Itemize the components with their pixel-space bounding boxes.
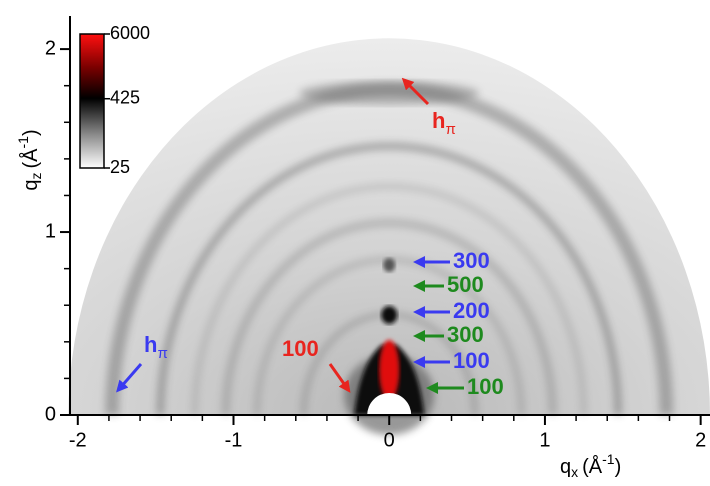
x-tick-label: -2: [69, 429, 87, 451]
annotation-arrow: [401, 77, 430, 106]
annotation: hπ: [116, 332, 168, 393]
ring: [221, 219, 557, 416]
annotation: 100: [426, 374, 504, 399]
annotation-text: h: [144, 332, 157, 357]
upper-spot: [381, 306, 398, 324]
annotation-arrow: [328, 363, 351, 393]
axis-label-part: q: [560, 456, 571, 478]
annotation-text: 300: [453, 248, 490, 273]
axis-label-part: z: [28, 173, 44, 180]
axis-label-part: ): [615, 456, 622, 478]
annotation-label: 100: [467, 374, 504, 399]
annotation-text: 100: [467, 374, 504, 399]
annotation-text: 500: [447, 272, 484, 297]
annotation: 300: [413, 322, 484, 347]
axis-label-part: x: [571, 464, 578, 480]
annotation-text: 300: [447, 322, 484, 347]
annotation: 500: [413, 272, 484, 297]
annotation-label: 100: [282, 336, 319, 361]
center-peak: [379, 340, 400, 400]
annotation-arrow: [116, 363, 143, 393]
annotation-label: 200: [453, 298, 490, 323]
annotation-label: 100: [453, 348, 490, 373]
ring: [156, 142, 622, 416]
arc-band: [299, 81, 480, 106]
beamstop: [367, 393, 412, 415]
annotation-label: hπ: [432, 108, 456, 138]
x-tick-label: 1: [539, 429, 550, 451]
ring: [191, 183, 587, 416]
x-axis-label: qx (Å-1): [560, 451, 621, 480]
diffraction-pattern: [68, 38, 710, 435]
annotation: 100: [413, 348, 490, 373]
annotation-subscript: π: [445, 121, 455, 138]
annotation-label: hπ: [144, 332, 168, 362]
annotation: hπ: [401, 77, 456, 138]
annotation-text: 100: [282, 336, 319, 361]
colorbar: [79, 33, 105, 169]
annotation-text: h: [432, 108, 445, 133]
axis-label-part: -1: [15, 136, 31, 149]
colorbar-tick-label: 25: [110, 157, 130, 177]
axis-label-part: (Å: [582, 455, 603, 478]
annotation: 100: [282, 336, 351, 393]
x-tick-label: 2: [695, 429, 706, 451]
axis-label-part: ): [20, 129, 42, 136]
annotation-text: 200: [453, 298, 490, 323]
colorbar-tick-label: 6000: [110, 23, 150, 43]
y-tick-label: 0: [45, 403, 56, 425]
annotation-label: 500: [447, 272, 484, 297]
axis-label-part: (Å: [19, 148, 42, 169]
y-tick-label: 1: [45, 220, 56, 242]
annotation-subscript: π: [157, 345, 167, 362]
annotation-label: 300: [447, 322, 484, 347]
axis-label-part: -1: [602, 451, 615, 467]
annotation-label: 300: [453, 248, 490, 273]
y-axis-label: qz (Å-1): [15, 129, 44, 190]
annotation-text: 100: [453, 348, 490, 373]
x-tick-label: -1: [225, 429, 243, 451]
axis-label-part: q: [20, 180, 42, 191]
x-tick-label: 0: [384, 429, 395, 451]
y-tick-label: 2: [45, 37, 56, 59]
annotation: 300: [413, 248, 490, 273]
colorbar-tick-label: 425: [110, 87, 140, 107]
upper-spot: [383, 258, 396, 272]
annotation: 200: [413, 298, 490, 323]
